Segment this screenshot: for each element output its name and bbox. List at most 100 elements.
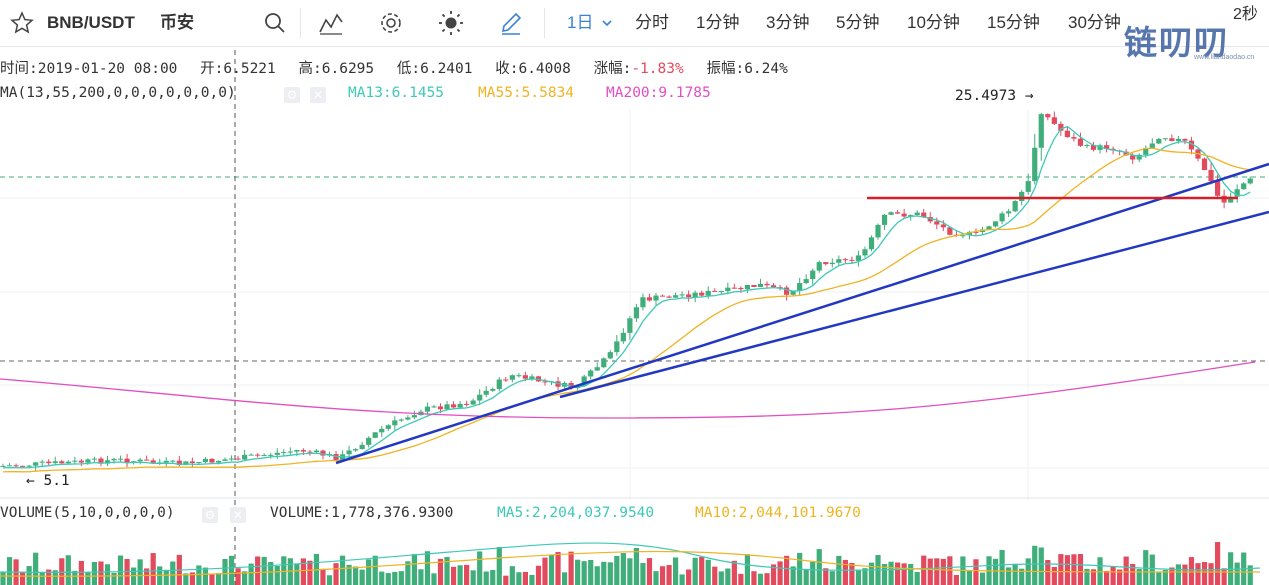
volume-bar	[555, 552, 561, 585]
candle-body	[1241, 183, 1247, 190]
volume-bar	[1117, 569, 1123, 585]
symbol-name[interactable]: BNB/USDT	[47, 13, 135, 32]
volume-bar	[1208, 563, 1214, 585]
candle-body	[1234, 189, 1240, 197]
volume-bar	[561, 572, 568, 585]
volume-bar	[33, 552, 39, 585]
candle-body	[751, 285, 757, 287]
interval-option[interactable]: 30分钟	[1068, 13, 1121, 32]
candle-body	[431, 406, 437, 408]
indicator-close-icon[interactable]: ✕	[310, 87, 326, 103]
candle-body	[653, 295, 659, 301]
candle-body	[679, 294, 685, 296]
volume-bar	[725, 568, 731, 585]
candle-body	[516, 375, 522, 377]
candle-body	[91, 458, 98, 460]
trend-drawings	[335, 162, 1269, 465]
ma-indicator-name[interactable]: MA(13,55,200,0,0,0,0,0,0,0)	[0, 85, 236, 101]
volume-indicator-name[interactable]: VOLUME(5,10,0,0,0,0)	[0, 505, 175, 521]
volume-close-icon[interactable]: ✕	[230, 507, 246, 523]
candle-body	[966, 231, 973, 236]
volume-bar	[1221, 568, 1227, 585]
candle-body	[659, 295, 666, 297]
volume-bar	[535, 565, 542, 585]
interval-option[interactable]: 3分钟	[766, 13, 810, 32]
volume-bar	[424, 551, 431, 585]
candle-body	[627, 318, 633, 333]
candle-body	[672, 295, 679, 298]
volume-bar	[522, 571, 528, 585]
candle-body	[1162, 138, 1168, 140]
candle-body	[209, 458, 215, 463]
candle-body	[33, 462, 39, 466]
candle-body	[1130, 155, 1136, 160]
candle-body	[46, 461, 52, 464]
candle-body	[1084, 145, 1090, 147]
candle-body	[1247, 178, 1253, 184]
volume-bar	[686, 569, 692, 585]
pencil-icon[interactable]	[498, 10, 524, 36]
gear-icon[interactable]	[378, 10, 404, 36]
candle-body	[248, 454, 254, 456]
candle-body	[1123, 151, 1129, 156]
candle-body	[764, 283, 770, 286]
volume-bar	[1175, 564, 1181, 585]
candle-body	[111, 458, 117, 461]
volume-bar	[39, 572, 45, 585]
candle-body	[1077, 138, 1084, 146]
interval-option[interactable]: 15分钟	[987, 13, 1040, 32]
volume-bar	[91, 561, 98, 585]
candle-body	[144, 459, 150, 461]
volume-bar	[810, 561, 816, 585]
volume-bar	[1012, 563, 1018, 585]
volume-bar	[1162, 569, 1168, 585]
candle-body	[411, 415, 417, 418]
moving-average-lines	[0, 125, 1261, 577]
volume-bar	[72, 570, 78, 585]
interval-option[interactable]: 分时	[635, 13, 669, 32]
volume-value: VOLUME:1,778,376.9300	[270, 505, 454, 521]
volume-bar	[705, 559, 711, 585]
volume-bar	[849, 563, 855, 585]
interval-option[interactable]: 10分钟	[907, 13, 960, 32]
indicator-icon[interactable]	[318, 10, 344, 36]
volume-bar	[1032, 545, 1038, 585]
candle-body	[921, 212, 927, 218]
candle-body	[744, 285, 751, 290]
candle-body	[725, 287, 731, 292]
close-label: 收:	[495, 61, 519, 77]
ohlc-info-bar: 时间:2019-01-20 08:00 开:6.5221 高:6.6295 低:…	[0, 57, 788, 79]
candle-body	[313, 450, 320, 452]
volume-settings-icon[interactable]: ⚙	[202, 507, 218, 523]
volume-bar	[111, 572, 117, 585]
volume-bar	[209, 573, 215, 585]
candle-body	[353, 449, 359, 451]
theme-sun-icon[interactable]	[438, 10, 464, 36]
volume-bar	[333, 563, 339, 585]
volume-bar	[581, 561, 587, 585]
volume-bar	[927, 558, 933, 585]
candle-body	[503, 379, 509, 381]
interval-option[interactable]: 1分钟	[696, 13, 740, 32]
indicator-settings-icon[interactable]: ⚙	[284, 87, 300, 103]
search-icon[interactable]	[262, 10, 288, 36]
volume-bar	[979, 572, 986, 585]
volume-bar	[1188, 557, 1195, 585]
candle-body	[784, 287, 790, 295]
candle-body	[581, 376, 587, 387]
interval-option[interactable]: 2秒	[1233, 6, 1258, 23]
volume-bar	[294, 563, 300, 585]
ma200-line	[0, 361, 1256, 419]
candle-body	[895, 212, 901, 214]
interval-option[interactable]: 5分钟	[836, 13, 880, 32]
candle-body	[137, 459, 143, 462]
close-value: 6.4008	[518, 61, 571, 77]
low-label: 低:	[396, 61, 421, 77]
interval-selector[interactable]: 1日	[567, 0, 612, 46]
volume-bar	[98, 561, 104, 585]
candle-body	[346, 450, 352, 455]
exchange-name[interactable]: 币安	[160, 13, 194, 32]
volume-bar	[78, 560, 84, 585]
volume-bar	[346, 564, 352, 585]
